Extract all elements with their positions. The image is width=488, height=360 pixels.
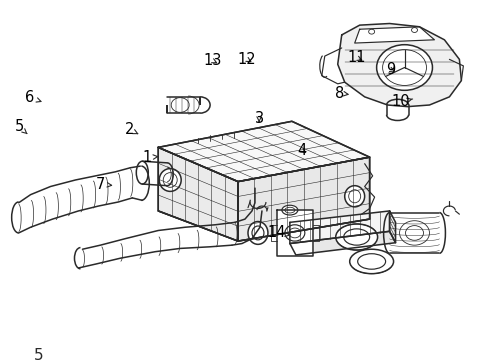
Ellipse shape bbox=[344, 186, 364, 207]
Text: 8: 8 bbox=[334, 86, 347, 100]
Text: 5: 5 bbox=[34, 348, 43, 360]
Ellipse shape bbox=[349, 249, 393, 274]
Text: 6: 6 bbox=[25, 90, 41, 105]
Polygon shape bbox=[389, 211, 395, 243]
Ellipse shape bbox=[335, 224, 377, 250]
Ellipse shape bbox=[159, 168, 181, 192]
Polygon shape bbox=[238, 157, 369, 241]
Text: 13: 13 bbox=[203, 53, 222, 68]
Text: 7: 7 bbox=[96, 176, 111, 192]
Text: 10: 10 bbox=[390, 94, 412, 109]
Text: 1: 1 bbox=[142, 150, 158, 165]
Polygon shape bbox=[289, 231, 395, 255]
Ellipse shape bbox=[251, 226, 264, 240]
Ellipse shape bbox=[281, 205, 297, 215]
Circle shape bbox=[376, 45, 431, 90]
Polygon shape bbox=[337, 23, 461, 107]
Text: 12: 12 bbox=[237, 52, 256, 67]
Text: 5: 5 bbox=[15, 119, 27, 134]
Polygon shape bbox=[158, 121, 369, 181]
Text: 2: 2 bbox=[125, 122, 138, 137]
Text: 11: 11 bbox=[346, 50, 365, 66]
Text: 4: 4 bbox=[297, 143, 306, 158]
Ellipse shape bbox=[247, 221, 267, 244]
Ellipse shape bbox=[343, 229, 369, 245]
Circle shape bbox=[411, 28, 417, 32]
Circle shape bbox=[368, 29, 374, 34]
Ellipse shape bbox=[357, 254, 385, 269]
Ellipse shape bbox=[136, 161, 148, 184]
Polygon shape bbox=[289, 211, 389, 243]
Polygon shape bbox=[276, 210, 312, 256]
Text: 3: 3 bbox=[254, 111, 263, 126]
Text: 9: 9 bbox=[386, 62, 395, 77]
Polygon shape bbox=[354, 27, 433, 43]
Polygon shape bbox=[158, 147, 238, 241]
Text: 14: 14 bbox=[266, 225, 289, 240]
Circle shape bbox=[285, 225, 304, 241]
